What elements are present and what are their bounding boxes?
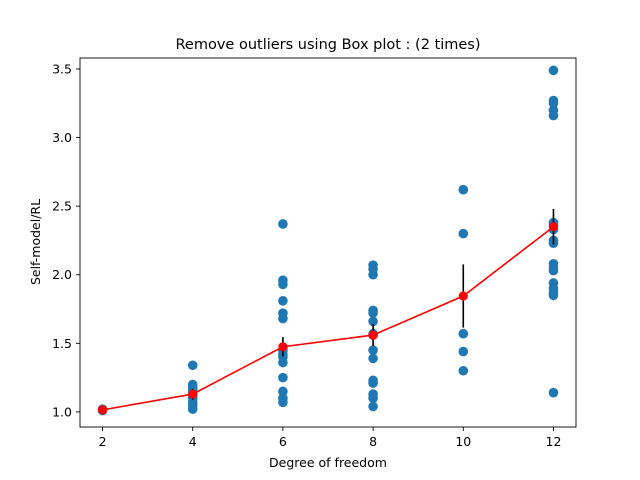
mean-point <box>368 330 378 340</box>
x-axis-label: Degree of freedom <box>269 455 387 470</box>
scatter-point <box>368 316 378 327</box>
mean-point <box>548 222 559 232</box>
scatter-point <box>458 328 469 339</box>
mean-point <box>97 405 108 415</box>
scatter-point <box>548 387 559 398</box>
x-tick-label: 6 <box>279 434 287 449</box>
scatter-point <box>458 184 469 195</box>
scatter-point <box>278 397 288 408</box>
mean-point <box>278 342 288 352</box>
scatter-point <box>368 393 378 403</box>
scatter-point <box>368 378 378 388</box>
y-tick-label: 2.0 <box>52 267 72 282</box>
scatter-point <box>548 290 559 301</box>
x-tick-label: 12 <box>546 434 562 449</box>
scatter-point <box>548 98 559 109</box>
scatter-point <box>368 353 378 364</box>
x-tick-label: 4 <box>189 434 197 449</box>
scatter-point <box>458 228 469 239</box>
scatter-point <box>368 345 378 355</box>
scatter-point <box>187 404 198 414</box>
scatter-point <box>368 308 378 318</box>
x-tick-label: 8 <box>369 434 377 449</box>
y-axis-label: Self-model/RL <box>28 199 43 285</box>
plot-frame <box>79 57 577 428</box>
x-tick-label: 10 <box>455 434 471 449</box>
y-tick-label: 1.0 <box>52 404 72 419</box>
scatter-point <box>278 357 288 368</box>
chart-title: Remove outliers using Box plot : (2 time… <box>176 37 481 53</box>
scatter-point <box>278 313 288 324</box>
y-tick-label: 3.5 <box>52 61 72 76</box>
mean-line <box>102 226 554 411</box>
scatter-point <box>368 269 378 280</box>
y-tick-label: 1.5 <box>52 336 72 351</box>
mean-point <box>458 291 468 301</box>
scatter-point <box>278 219 288 229</box>
scatter-point <box>548 110 559 121</box>
scatter-point <box>368 401 378 412</box>
axes-layer: 2 4 6 8 10 12 1.0 1.5 2.0 2.5 3.0 3.5 <box>52 57 577 449</box>
x-tick-label: 2 <box>99 434 107 449</box>
mean-point <box>188 389 198 399</box>
scatter-point <box>458 365 469 376</box>
scatter-point <box>458 346 469 357</box>
scatter-point <box>548 65 559 76</box>
scatter-point <box>278 386 288 397</box>
y-tick-label: 3.0 <box>52 130 72 145</box>
scatter-point <box>278 295 288 306</box>
mean-line-layer <box>97 222 559 415</box>
scatter-point <box>278 372 288 383</box>
scatter-point <box>187 360 198 371</box>
y-tick-label: 2.5 <box>52 199 72 214</box>
scatter-point <box>548 265 559 276</box>
scatter-point <box>278 279 288 290</box>
